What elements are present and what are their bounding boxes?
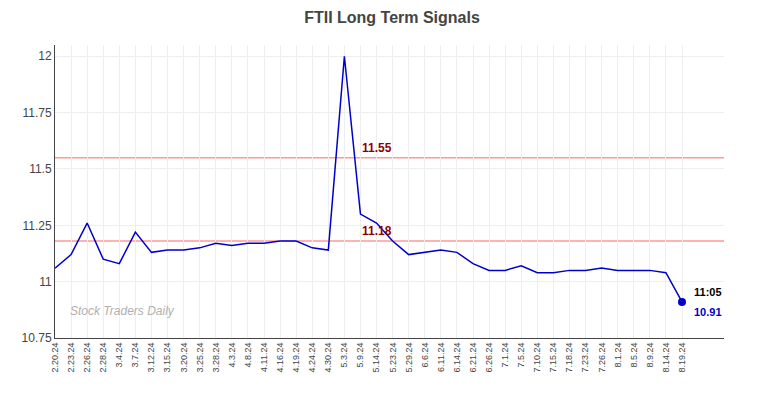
svg-text:12: 12 [38,49,52,63]
svg-text:11.5: 11.5 [29,162,52,176]
svg-text:6.26.24: 6.26.24 [484,343,494,373]
svg-text:10.75: 10.75 [22,331,52,345]
svg-text:2.23.24: 2.23.24 [66,343,76,373]
svg-text:4.19.24: 4.19.24 [291,343,301,373]
svg-text:7.26.24: 7.26.24 [597,343,607,373]
svg-text:2.26.24: 2.26.24 [82,343,92,373]
svg-text:7.18.24: 7.18.24 [564,343,574,373]
svg-text:4.30.24: 4.30.24 [323,343,333,373]
svg-text:8.5.24: 8.5.24 [629,343,639,368]
svg-text:4.3.24: 4.3.24 [227,343,237,368]
svg-text:6.11.24: 6.11.24 [436,343,446,372]
svg-text:3.15.24: 3.15.24 [162,343,172,373]
svg-text:3.20.24: 3.20.24 [179,343,189,373]
svg-text:3.4.24: 3.4.24 [114,343,124,368]
svg-text:6.6.24: 6.6.24 [420,343,430,368]
svg-text:4.24.24: 4.24.24 [307,343,317,373]
svg-text:8.1.24: 8.1.24 [613,343,623,368]
svg-text:7.5.24: 7.5.24 [516,343,526,368]
svg-text:8.19.24: 8.19.24 [677,343,687,373]
svg-text:FTII Long Term Signals: FTII Long Term Signals [304,9,480,26]
svg-text:4.11.24: 4.11.24 [259,343,269,372]
svg-text:3.28.24: 3.28.24 [211,343,221,373]
svg-text:6.21.24: 6.21.24 [468,343,478,373]
svg-text:3.25.24: 3.25.24 [195,343,205,373]
svg-text:10.91: 10.91 [694,306,722,318]
svg-text:2.28.24: 2.28.24 [98,343,108,373]
svg-text:11.25: 11.25 [22,219,51,233]
svg-text:3.12.24: 3.12.24 [146,343,156,373]
svg-text:5.14.24: 5.14.24 [371,343,381,373]
svg-text:7.23.24: 7.23.24 [580,343,590,373]
svg-text:7.1.24: 7.1.24 [500,343,510,368]
svg-text:11.18: 11.18 [362,224,392,238]
svg-text:8.9.24: 8.9.24 [645,343,655,368]
svg-text:11.55: 11.55 [362,141,392,155]
svg-text:5.9.24: 5.9.24 [355,343,365,368]
svg-text:11.75: 11.75 [22,106,51,120]
svg-text:6.14.24: 6.14.24 [452,343,462,373]
svg-text:Stock Traders Daily: Stock Traders Daily [70,304,175,318]
svg-text:7.10.24: 7.10.24 [532,343,542,373]
svg-text:11: 11 [39,275,52,289]
svg-text:3.7.24: 3.7.24 [130,343,140,368]
svg-text:4.16.24: 4.16.24 [275,343,285,373]
svg-text:2.20.24: 2.20.24 [50,343,60,373]
svg-text:5.29.24: 5.29.24 [404,343,414,373]
svg-text:5.23.24: 5.23.24 [388,343,398,373]
svg-text:8.14.24: 8.14.24 [661,343,671,373]
svg-text:5.3.24: 5.3.24 [339,343,349,368]
svg-text:4.8.24: 4.8.24 [243,343,253,368]
svg-text:7.15.24: 7.15.24 [548,343,558,373]
svg-text:11:05: 11:05 [694,286,722,298]
